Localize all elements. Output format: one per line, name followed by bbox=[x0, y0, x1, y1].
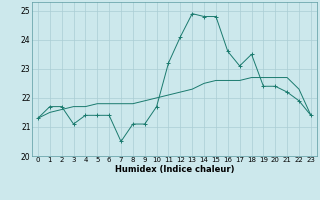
X-axis label: Humidex (Indice chaleur): Humidex (Indice chaleur) bbox=[115, 165, 234, 174]
